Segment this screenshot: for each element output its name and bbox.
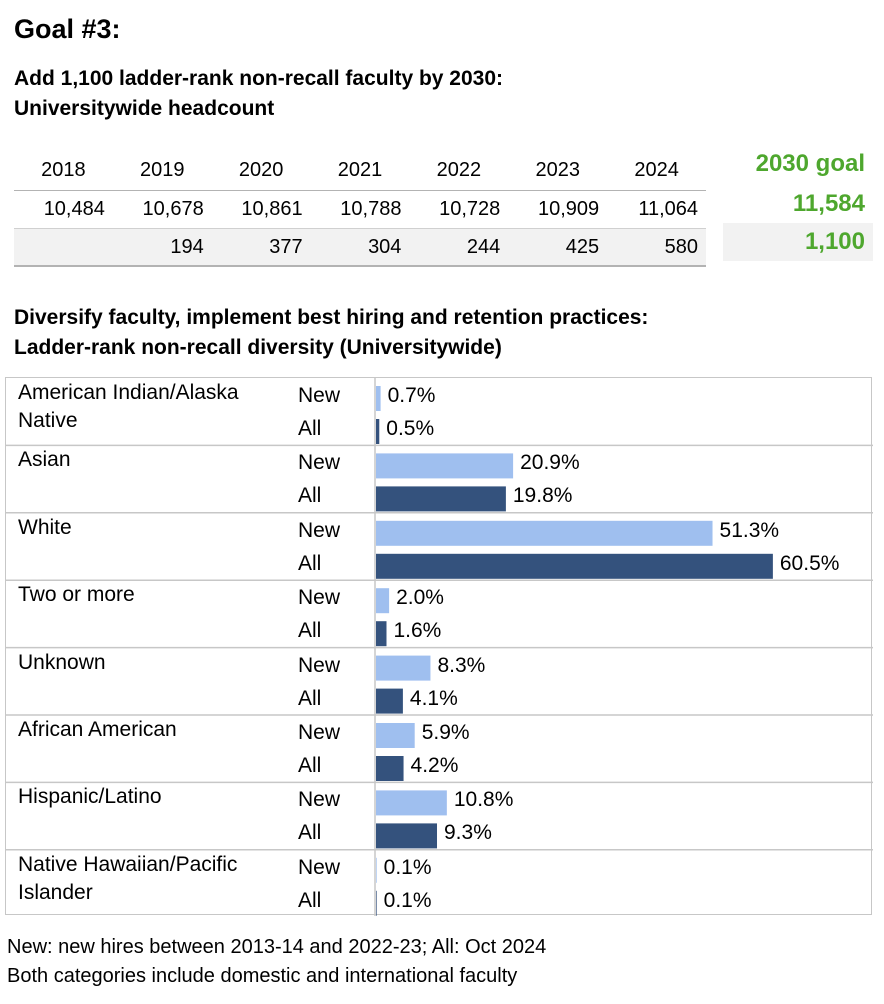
diversity-title-line-2: Ladder-rank non-recall diversity (Univer… bbox=[14, 336, 502, 359]
bar-all bbox=[376, 486, 506, 512]
total-cell: 10,788 bbox=[340, 198, 402, 220]
year-cell: 2020 bbox=[238, 158, 284, 181]
series-label: All bbox=[298, 417, 322, 440]
goal-total: 11,584 bbox=[792, 190, 865, 217]
total-cell: 10,484 bbox=[43, 198, 105, 220]
goal-increase: 1,100 bbox=[723, 223, 873, 261]
category-label: African American bbox=[18, 718, 177, 741]
bar-value-label: 0.7% bbox=[387, 384, 436, 407]
series-label: All bbox=[298, 484, 322, 508]
bar-value-label: 20.9% bbox=[520, 451, 580, 475]
headcount-table: 2018 2019 2020 2021 2022 2023 2024 10,48… bbox=[14, 150, 706, 267]
bar-new bbox=[376, 655, 431, 681]
diversity-title: Diversify faculty, implement best hiring… bbox=[14, 303, 648, 363]
increase-cell: 377 bbox=[269, 235, 303, 258]
increase-cell: 194 bbox=[170, 235, 204, 258]
bar-all bbox=[376, 823, 438, 849]
series-label: New bbox=[298, 384, 341, 407]
headcount-title: Add 1,100 ladder-rank non-recall faculty… bbox=[14, 64, 503, 124]
series-label: New bbox=[298, 518, 341, 542]
year-cell: 2021 bbox=[337, 158, 383, 181]
bar-new bbox=[376, 453, 514, 479]
headcount-title-line-1: Add 1,100 ladder-rank non-recall faculty… bbox=[14, 67, 504, 90]
bar-new bbox=[376, 723, 415, 748]
bar-value-label: 1.6% bbox=[393, 619, 442, 643]
bar-value-label: 2.0% bbox=[396, 586, 444, 610]
total-cell: 10,728 bbox=[439, 198, 501, 220]
goal-label: 2030 goal bbox=[755, 150, 865, 177]
bar-value-label: 0.1% bbox=[383, 855, 432, 879]
category-label: Asian bbox=[18, 448, 71, 472]
category-label: Native Hawaiian/Pacific Islander bbox=[18, 852, 238, 904]
bar-value-label: 9.3% bbox=[444, 821, 492, 845]
bar-all bbox=[376, 621, 387, 647]
series-label: All bbox=[298, 551, 322, 575]
bar-all bbox=[376, 553, 773, 579]
series-label: New bbox=[298, 586, 341, 610]
bar-value-label: 5.9% bbox=[421, 721, 470, 744]
category-label: White bbox=[18, 515, 72, 539]
series-label: All bbox=[298, 619, 322, 643]
series-label: New bbox=[298, 451, 341, 475]
bar-value-label: 4.1% bbox=[409, 686, 458, 710]
bar-new bbox=[376, 520, 713, 546]
footnote-line: Both categories include domestic and int… bbox=[7, 965, 518, 987]
bar-value-label: 8.3% bbox=[437, 653, 486, 677]
year-cell: 2024 bbox=[634, 158, 679, 181]
total-cell: 10,861 bbox=[241, 198, 303, 220]
category-label: American Indian/Alaska Native bbox=[18, 381, 239, 432]
series-label: New bbox=[298, 788, 341, 812]
increase-cell: 425 bbox=[565, 235, 600, 258]
increase-cell: 244 bbox=[466, 235, 501, 258]
series-label: All bbox=[298, 686, 322, 710]
year-cell: 2022 bbox=[436, 158, 482, 181]
goal-title: Goal #3: bbox=[14, 14, 121, 44]
headcount-totals-row: 10,484 10,678 10,861 10,788 10,728 10,90… bbox=[14, 191, 706, 228]
series-label: All bbox=[298, 821, 322, 845]
bar-value-label: 51.3% bbox=[719, 518, 780, 542]
bar-all bbox=[376, 756, 404, 781]
year-cell: 2019 bbox=[140, 158, 185, 181]
headcount-title-line-2: Universitywide headcount bbox=[14, 97, 275, 120]
bar-value-label: 60.5% bbox=[779, 551, 840, 575]
headcount-increase-row: 194 377 304 244 425 580 bbox=[14, 228, 706, 267]
bar-value-label: 10.8% bbox=[453, 788, 514, 812]
bar-value-label: 0.1% bbox=[383, 888, 432, 912]
total-cell: 10,678 bbox=[142, 198, 204, 220]
category-label: Hispanic/Latino bbox=[18, 785, 162, 809]
series-label: All bbox=[298, 888, 322, 912]
bar-value-label: 0.5% bbox=[386, 417, 435, 440]
increase-cell: 304 bbox=[368, 235, 402, 258]
bar-new bbox=[376, 857, 377, 883]
category-label: Unknown bbox=[18, 650, 106, 674]
total-cell: 10,909 bbox=[537, 198, 600, 220]
bar-all bbox=[376, 890, 377, 916]
headcount-years-row: 2018 2019 2020 2021 2022 2023 2024 bbox=[14, 150, 706, 191]
bar-all bbox=[376, 688, 403, 714]
diversity-bar-chart: American Indian/Alaska Native New 0.7% All 0… bbox=[5, 377, 873, 916]
goal-column: 2030 goal 11,584 1,100 bbox=[723, 143, 873, 261]
bar-value-label: 4.2% bbox=[410, 754, 459, 777]
footnotes: New: new hires between 2013-14 and 2022-… bbox=[7, 933, 546, 991]
bar-new bbox=[376, 588, 390, 614]
bar-all bbox=[376, 419, 380, 444]
year-cell: 2023 bbox=[535, 158, 580, 181]
total-cell: 11,064 bbox=[638, 198, 699, 220]
series-label: New bbox=[298, 653, 341, 677]
bar-value-label: 19.8% bbox=[512, 484, 573, 508]
series-label: All bbox=[298, 754, 322, 777]
year-cell: 2018 bbox=[41, 158, 86, 181]
bar-new bbox=[376, 790, 447, 816]
footnote-line: New: new hires between 2013-14 and 2022-… bbox=[7, 936, 547, 958]
category-label: Two or more bbox=[18, 583, 135, 607]
series-label: New bbox=[298, 855, 341, 879]
bar-new bbox=[376, 386, 381, 411]
diversity-chart-svg bbox=[6, 378, 873, 916]
diversity-title-line-1: Diversify faculty, implement best hiring… bbox=[14, 306, 649, 329]
series-label: New bbox=[298, 721, 341, 744]
increase-cell: 580 bbox=[664, 235, 699, 258]
